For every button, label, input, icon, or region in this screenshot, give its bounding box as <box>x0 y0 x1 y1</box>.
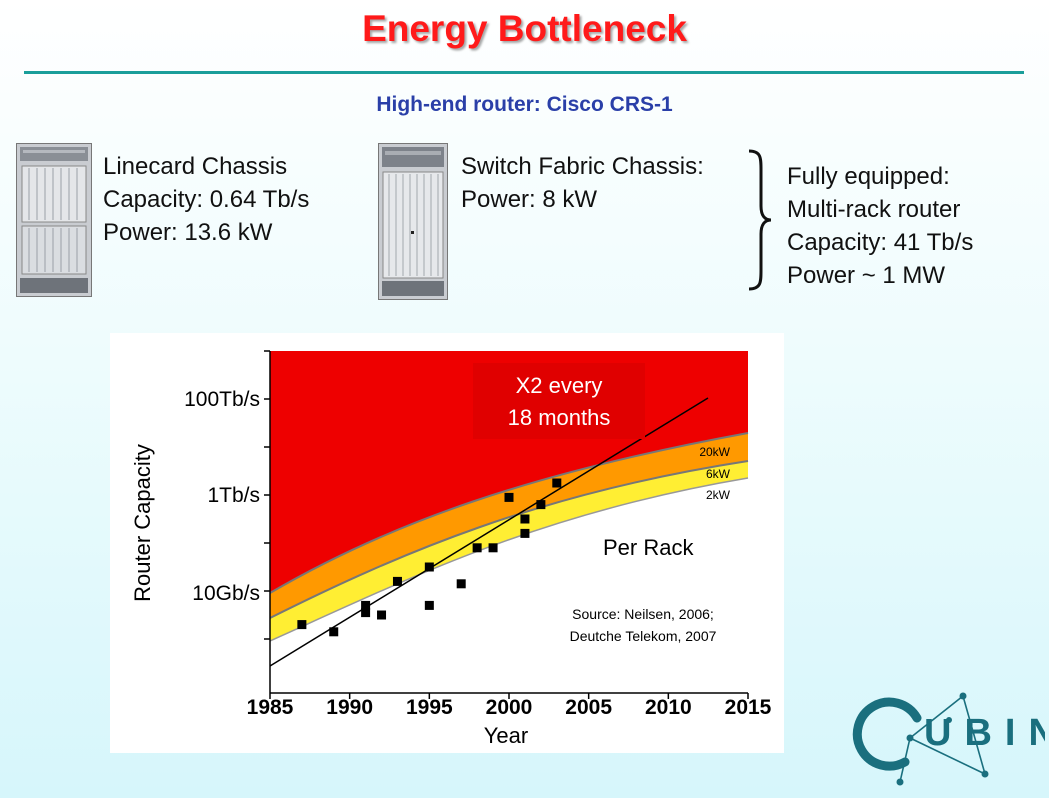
data-point-11 <box>504 492 514 502</box>
linecard-title: Linecard Chassis <box>103 153 288 180</box>
data-point-7 <box>424 562 434 572</box>
data-point-8 <box>456 579 466 589</box>
title-divider <box>24 71 1024 74</box>
data-point-6 <box>424 600 434 610</box>
linecard-chassis-image <box>16 143 92 297</box>
band-label-2kw: 2kW <box>706 488 731 502</box>
trend-line <box>269 397 709 667</box>
switch-fabric-title: Switch Fabric Chassis: <box>461 153 704 180</box>
y-axis-label: Router Capacity <box>130 444 155 602</box>
annotation-line-2: 18 months <box>508 405 611 430</box>
data-point-3 <box>361 608 371 618</box>
per-rack-label: Per Rack <box>603 535 694 560</box>
y-tick-100tbs: 100Tb/s <box>184 388 260 411</box>
band-label-20kw: 20kW <box>699 445 730 459</box>
data-point-10 <box>488 543 498 553</box>
logo-text: UBIN <box>924 712 1045 754</box>
y-tick-10gbs: 10Gb/s <box>192 582 260 605</box>
data-point-5 <box>392 576 402 586</box>
slide-title: Energy Bottleneck <box>362 8 687 49</box>
data-point-1 <box>329 627 339 637</box>
yellow-band <box>270 461 748 641</box>
x-tick-label-2005: 2005 <box>565 696 612 719</box>
x-tick-label-2015: 2015 <box>725 696 772 719</box>
source-line-2: Deutche Telekom, 2007 <box>570 628 717 644</box>
fully-equipped-title: Fully equipped: <box>787 163 950 190</box>
x-tick-label-2010: 2010 <box>645 696 692 719</box>
linecard-capacity: Capacity: 0.64 Tb/s <box>103 186 310 213</box>
x-axis-label: Year <box>484 723 528 748</box>
x-tick-label-2000: 2000 <box>486 696 533 719</box>
x-tick-label-1985: 1985 <box>247 696 294 719</box>
switch-fabric-chassis-image <box>378 143 448 300</box>
data-point-4 <box>377 610 387 620</box>
data-point-13 <box>520 528 530 538</box>
annotation-box <box>473 363 645 439</box>
fully-equipped-text: Fully equipped: Multi-rack router Capaci… <box>787 160 973 292</box>
x-tick-label-1995: 1995 <box>406 696 453 719</box>
y-tick-1tbs: 1Tb/s <box>207 484 260 507</box>
data-point-12 <box>520 514 530 524</box>
logo-c-arc <box>852 697 922 771</box>
switch-fabric-power: Power: 8 kW <box>461 186 598 213</box>
curly-brace-icon <box>748 149 772 291</box>
orange-band <box>270 433 748 618</box>
data-point-0 <box>297 620 307 630</box>
data-point-9 <box>472 543 482 553</box>
linecard-power: Power: 13.6 kW <box>103 219 273 246</box>
fully-equipped-capacity: Capacity: 41 Tb/s <box>787 229 974 256</box>
cubin-logo: UBIN <box>852 692 1045 786</box>
fully-equipped-power: Power ~ 1 MW <box>787 262 946 289</box>
router-capacity-chart: 1985 1990 1995 2000 2005 2010 2015 100Tb/s 1Tb… <box>110 333 784 753</box>
white-bottom-region <box>270 478 748 693</box>
slide-subtitle: High-end router: Cisco CRS-1 <box>376 93 673 116</box>
chart-svg: 1985 1990 1995 2000 2005 2010 2015 100Tb/s 1Tb… <box>130 350 772 748</box>
source-line-1: Source: Neilsen, 2006; <box>572 606 714 622</box>
annotation-line-1: X2 every <box>516 373 603 398</box>
switch-fabric-text: Switch Fabric Chassis: Power: 8 kW <box>461 150 704 216</box>
band-label-6kw: 6kW <box>706 467 731 481</box>
x-tick-label-1990: 1990 <box>326 696 373 719</box>
linecard-chassis-text: Linecard Chassis Capacity: 0.64 Tb/s Pow… <box>103 150 309 249</box>
data-point-14 <box>536 500 546 510</box>
fully-equipped-type: Multi-rack router <box>787 196 961 223</box>
data-point-15 <box>552 478 562 488</box>
data-point-2 <box>361 600 371 610</box>
